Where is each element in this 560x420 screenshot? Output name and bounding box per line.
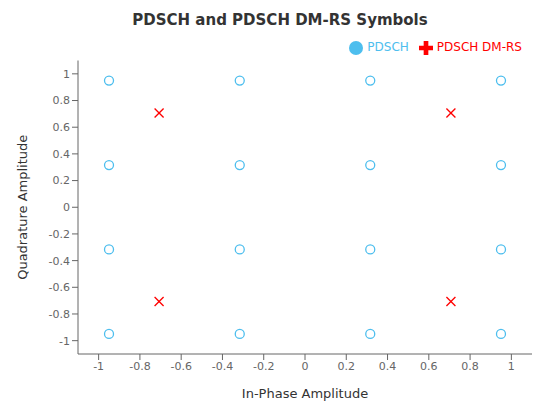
svg-text:0.2: 0.2 bbox=[338, 360, 356, 373]
svg-text:-1: -1 bbox=[59, 335, 70, 348]
svg-text:-0.6: -0.6 bbox=[170, 360, 191, 373]
svg-text:0: 0 bbox=[63, 201, 70, 214]
svg-text:0: 0 bbox=[302, 360, 309, 373]
svg-text:0.6: 0.6 bbox=[420, 360, 438, 373]
svg-text:1: 1 bbox=[63, 68, 70, 81]
html-text:PDSCH: PDSCH bbox=[367, 40, 409, 54]
svg-text:-1: -1 bbox=[93, 360, 104, 373]
svg-text:0.4: 0.4 bbox=[379, 360, 397, 373]
svg-text:-0.2: -0.2 bbox=[253, 360, 274, 373]
svg-text:-0.2: -0.2 bbox=[49, 228, 70, 241]
svg-text:0.8: 0.8 bbox=[461, 360, 479, 373]
svg-text:Quadrature Amplitude: Quadrature Amplitude bbox=[15, 135, 30, 280]
svg-text:0.4: 0.4 bbox=[53, 148, 71, 161]
svg-text:0.8: 0.8 bbox=[53, 94, 71, 107]
svg-text:-0.4: -0.4 bbox=[212, 360, 233, 373]
svg-text:-0.6: -0.6 bbox=[49, 281, 70, 294]
svg-text:-0.8: -0.8 bbox=[129, 360, 150, 373]
svg-text:0.2: 0.2 bbox=[53, 174, 71, 187]
svg-text:1: 1 bbox=[508, 360, 515, 373]
html-text:PDSCH and PDSCH DM-RS Symbols: PDSCH and PDSCH DM-RS Symbols bbox=[132, 11, 428, 29]
svg-text:-0.8: -0.8 bbox=[49, 308, 70, 321]
html-text:PDSCH DM-RS: PDSCH DM-RS bbox=[436, 40, 522, 54]
svg-text:0.6: 0.6 bbox=[53, 121, 71, 134]
svg-text:-0.4: -0.4 bbox=[49, 255, 70, 268]
svg-text:In-Phase Amplitude: In-Phase Amplitude bbox=[242, 386, 368, 401]
